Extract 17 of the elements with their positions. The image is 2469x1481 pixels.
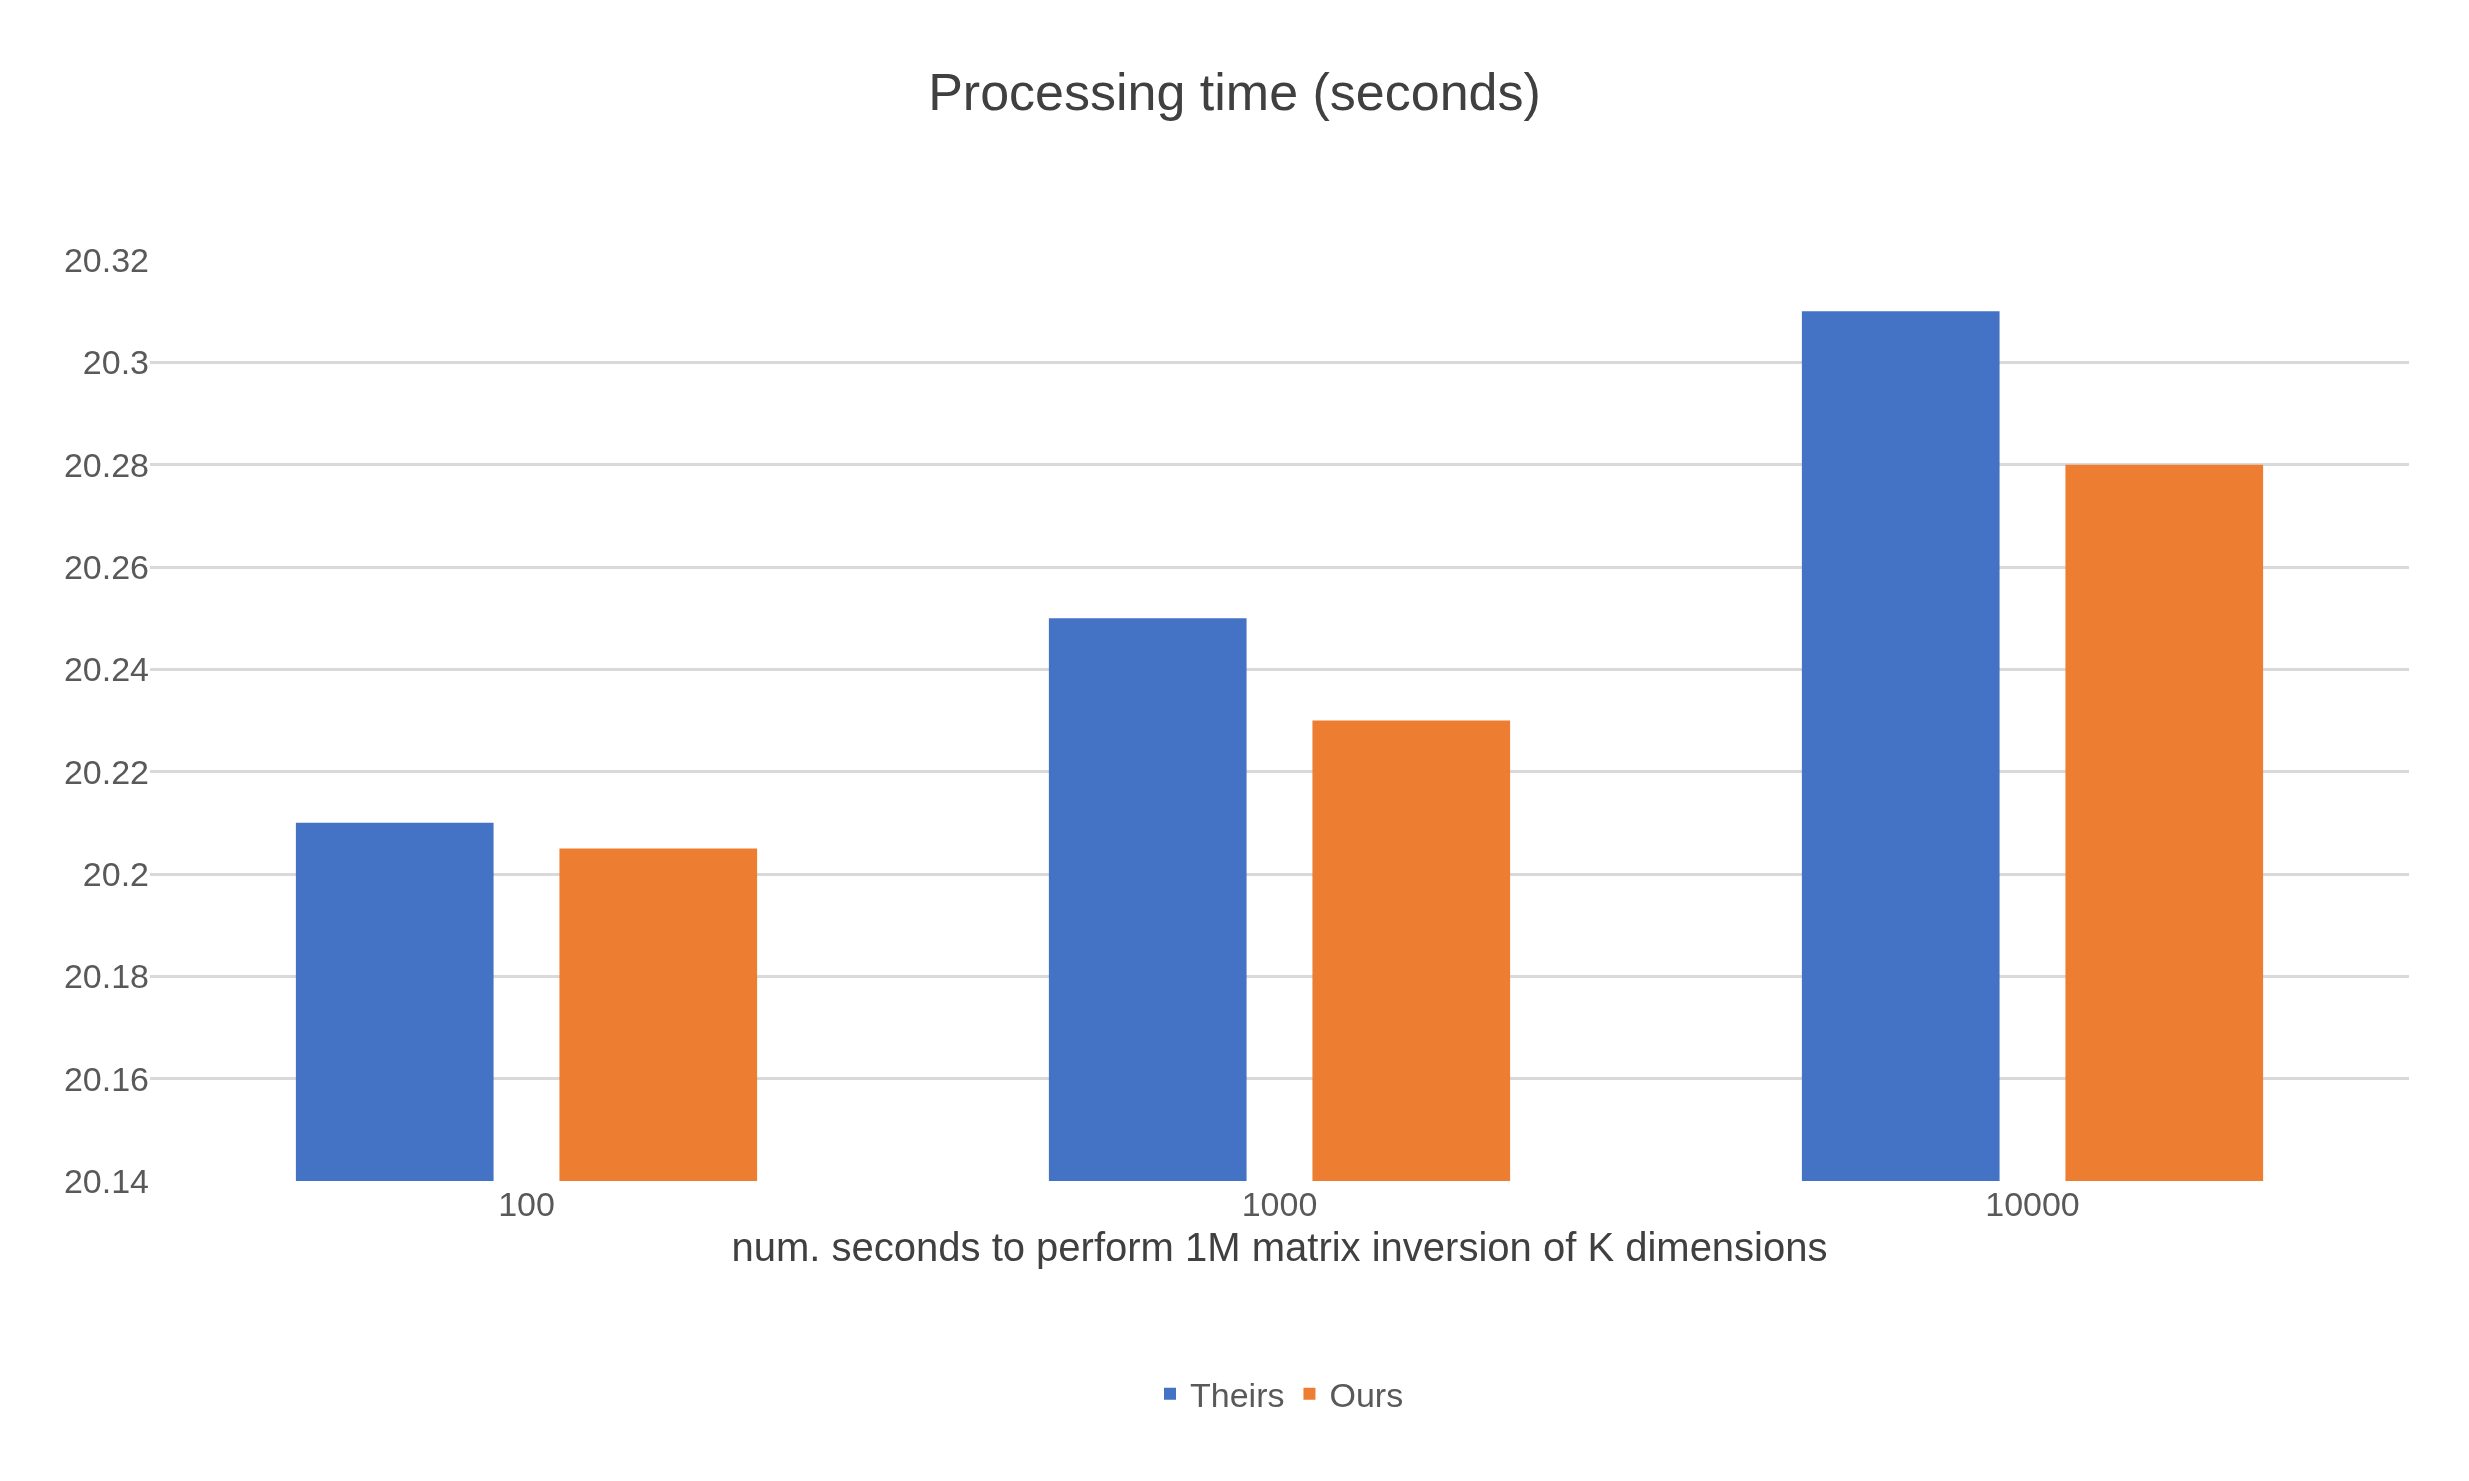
legend-label: Ours: [1329, 1376, 1404, 1415]
y-tick-label: 20.26: [63, 547, 149, 586]
x-axis-title: num. seconds to perform 1M matrix inversion of K dimensions: [731, 1224, 1828, 1269]
y-tick-label: 20.32: [63, 240, 149, 279]
y-tick-label: 20.16: [63, 1059, 149, 1098]
y-tick-label: 20.2: [82, 854, 149, 893]
y-tick-label: 20.18: [63, 957, 149, 996]
x-tick-label: 10000: [1985, 1185, 2080, 1223]
x-tick-label: 100: [498, 1185, 555, 1223]
chart-title: Processing time (seconds): [928, 63, 1541, 122]
y-tick-label: 20.22: [63, 752, 149, 791]
legend-label: Theirs: [1190, 1376, 1285, 1415]
y-tick-label: 20.28: [63, 445, 149, 484]
x-tick-label: 1000: [1241, 1185, 1318, 1223]
y-tick-label: 20.24: [63, 650, 149, 689]
y-tick-label: 20.14: [63, 1161, 149, 1200]
y-tick-label: 20.3: [82, 343, 149, 382]
